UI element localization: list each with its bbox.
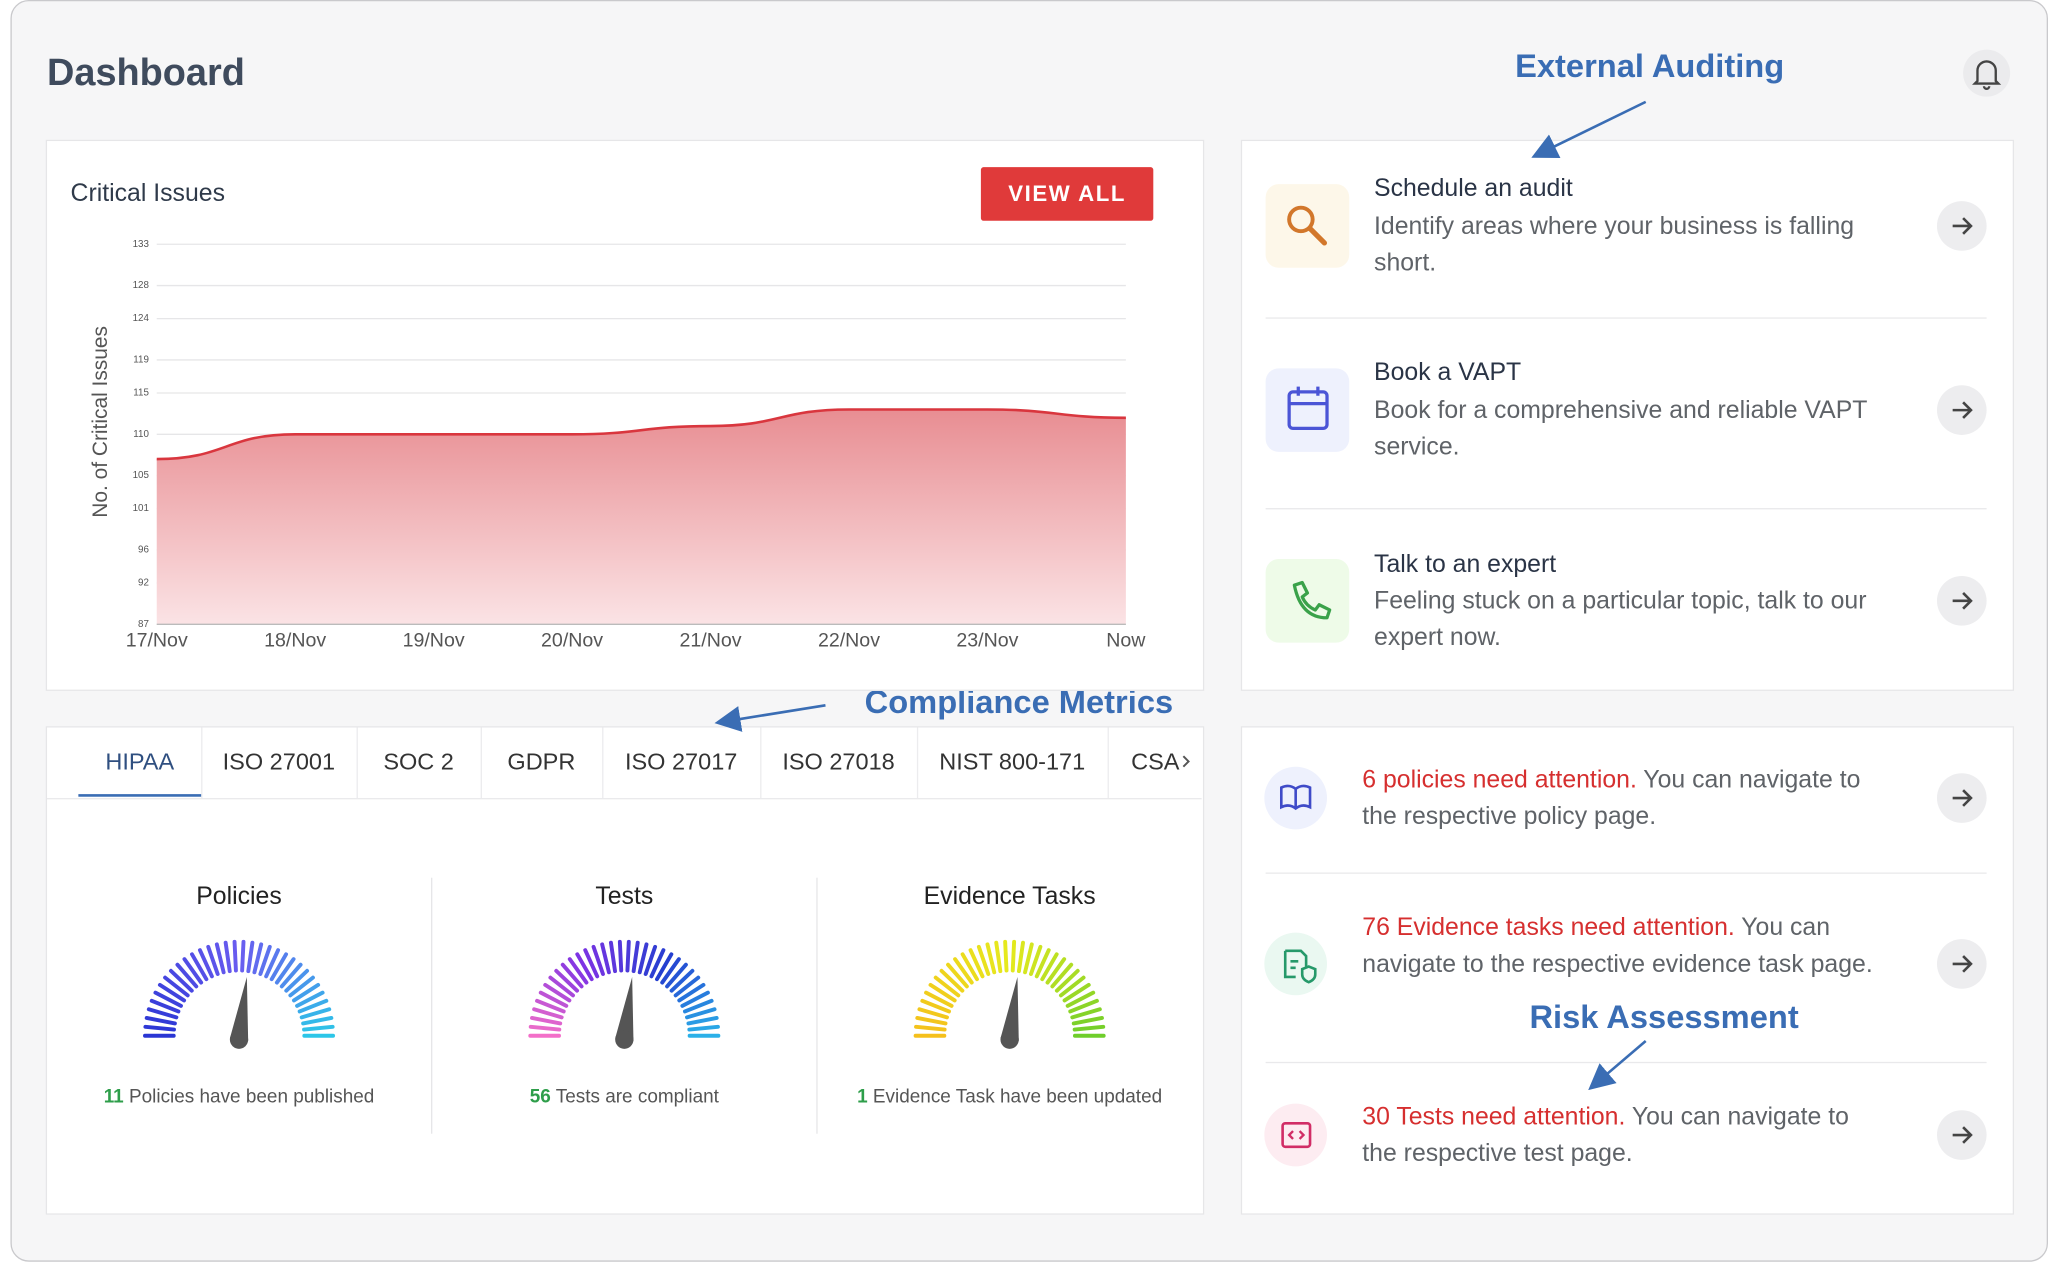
service-title[interactable]: Schedule an audit [1374, 175, 1573, 203]
tab-divider [760, 727, 762, 799]
gauge-caption-text: Tests are compliant [555, 1086, 719, 1108]
chart-title: Critical Issues [70, 180, 225, 208]
gauge-count: 11 [103, 1086, 124, 1108]
attention-text: You can navigate to the respective evide… [1362, 914, 1873, 979]
compliance-card [45, 726, 1205, 1215]
attention-text: You can navigate to the respective polic… [1362, 766, 1861, 831]
gauge-count: 1 [857, 1086, 868, 1108]
attention-highlight: 30 Tests need attention. [1362, 1103, 1626, 1132]
service-description: Book for a comprehensive and reliable VA… [1374, 397, 1867, 462]
gauge-caption: 56 Tests are compliant [435, 1087, 814, 1108]
tab[interactable]: ISO 27018 [782, 748, 895, 775]
tab[interactable]: ISO 27017 [624, 748, 738, 775]
tab[interactable]: SOC 2 [383, 748, 454, 775]
attention-item[interactable]: 76 Evidence tasks need attention. You ca… [1362, 910, 1884, 983]
tab[interactable]: NIST 800-171 [939, 748, 1086, 775]
tab-divider [1107, 727, 1109, 799]
gauge-divider [816, 877, 818, 1134]
attention-item[interactable]: 6 policies need attention. You can navig… [1362, 763, 1884, 836]
tab[interactable]: CSA [1131, 748, 1180, 775]
gauge-title: Tests [595, 882, 654, 911]
separator [1265, 317, 1987, 319]
tab[interactable]: GDPR [507, 748, 576, 775]
view-all-button[interactable]: VIEW ALL [980, 167, 1154, 221]
service-description: Feeling stuck on a particular topic, tal… [1374, 587, 1867, 652]
tab[interactable]: HIPAA [105, 748, 175, 775]
services-card [1240, 139, 2015, 691]
gauge-caption-text: Policies have been published [128, 1086, 375, 1108]
y-axis-label: No. of Critical Issues [90, 326, 113, 518]
tab-divider [602, 727, 604, 799]
attention-highlight: 76 Evidence tasks need attention. [1362, 914, 1735, 942]
attention-item[interactable]: 30 Tests need attention. You can navigat… [1362, 1100, 1884, 1173]
separator [1265, 872, 1987, 874]
attention-text: You can navigate to the respective test … [1362, 1103, 1849, 1168]
tab-divider [356, 727, 358, 799]
attention-highlight: 6 policies need attention. [1362, 766, 1637, 795]
gauge-title: Policies [196, 882, 282, 911]
page-title: Dashboard [47, 52, 245, 95]
gauge-caption: 11 Policies have been published [50, 1087, 429, 1108]
separator [1265, 1061, 1987, 1064]
annotation: External Auditing [1515, 48, 1785, 85]
service-title[interactable]: Book a VAPT [1374, 359, 1522, 387]
service-description: Identify areas where your business is fa… [1374, 212, 1855, 277]
tab-divider [201, 727, 203, 799]
active-tab-indicator [78, 794, 202, 797]
separator [1265, 508, 1987, 510]
chart-card [45, 139, 1205, 691]
gauge-caption-text: Evidence Task have been updated [872, 1086, 1163, 1108]
gauge-divider [431, 877, 433, 1134]
attention-card [1240, 726, 2015, 1215]
tab-divider [480, 727, 482, 799]
separator [47, 798, 1202, 800]
annotation: Risk Assessment [1529, 999, 1799, 1036]
tab[interactable]: ISO 27001 [222, 748, 336, 775]
service-title[interactable]: Talk to an expert [1374, 551, 1557, 579]
gauge-count: 56 [529, 1086, 551, 1108]
gauge-caption: 1 Evidence Task have been updated [820, 1087, 1199, 1108]
tab-divider [916, 727, 919, 799]
gauge-title: Evidence Tasks [923, 882, 1096, 911]
